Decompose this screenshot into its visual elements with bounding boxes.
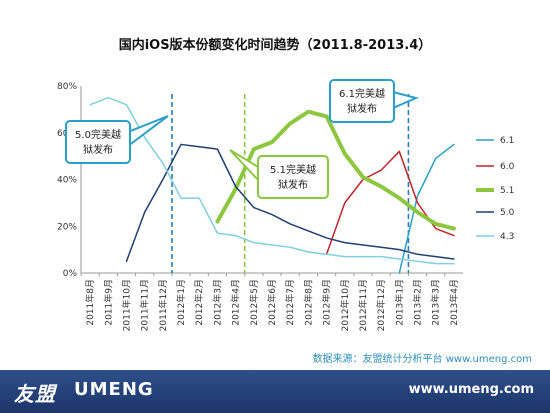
callout-text: 5.0完美越	[75, 128, 121, 141]
x-tick-label: 2012年5月	[248, 279, 260, 326]
x-tick-label: 2013年2月	[412, 279, 424, 326]
y-tick-label: 80%	[57, 82, 77, 92]
x-tick-label: 2011年9月	[102, 279, 114, 326]
x-tick-label: 2011年8月	[84, 279, 96, 326]
umeng-logo-cn: 友盟	[14, 382, 56, 406]
callout-text: 狱发布	[278, 178, 308, 191]
series-line-6-0	[325, 150, 455, 256]
umeng-logo-en: UMENG	[74, 379, 154, 400]
series-line-6-1	[398, 143, 455, 274]
callout-text: 6.1完美越	[339, 87, 385, 100]
data-source: 数据来源：友盟统计分析平台 www.umeng.com	[312, 354, 532, 365]
callout-text: 狱发布	[347, 102, 377, 115]
series-line-4-3	[89, 96, 455, 265]
x-tick-label: 2012年6月	[266, 279, 278, 326]
series-line-5-1	[215, 109, 456, 231]
y-tick-label: 0%	[63, 269, 78, 279]
legend-label-5-1: 5.1	[500, 186, 514, 196]
callout-box	[257, 155, 329, 199]
callout-text: 狱发布	[83, 143, 113, 156]
legend-label-6-0: 6.0	[500, 162, 515, 172]
callout-box	[65, 120, 131, 164]
x-tick-label: 2011年11月	[139, 279, 151, 331]
callout-text: 5.1完美越	[270, 163, 316, 176]
y-tick-label: 20%	[57, 222, 77, 232]
chart-title: 国内iOS版本份额变化时间趋势（2011.8-2013.4）	[118, 38, 432, 53]
x-tick-label: 2012年4月	[230, 279, 242, 326]
x-tick-label: 2012年10月	[339, 279, 351, 331]
x-tick-label: 2013年3月	[430, 279, 442, 326]
callout-tail	[392, 90, 420, 110]
legend-label-4-3: 4.3	[500, 232, 514, 242]
x-tick-label: 2012年8月	[302, 279, 314, 326]
y-tick-label: 40%	[57, 176, 77, 186]
x-tick-label: 2013年4月	[448, 279, 460, 326]
legend-label-6-1: 6.1	[500, 136, 514, 146]
series-line-5-0	[125, 143, 455, 263]
x-tick-label: 2012年9月	[321, 279, 333, 326]
x-tick-label: 2012年11月	[357, 279, 369, 331]
x-tick-label: 2012年2月	[193, 279, 205, 326]
x-tick-label: 2012年7月	[284, 279, 296, 326]
x-tick-label: 2012年1月	[175, 279, 187, 326]
x-tick-label: 2013年1月	[393, 279, 405, 326]
legend-label-5-0: 5.0	[500, 208, 515, 218]
callout-box	[329, 79, 395, 123]
footer-url: www.umeng.com	[408, 382, 534, 397]
footer-bar: 友盟 UMENG www.umeng.com	[0, 370, 550, 413]
x-tick-label: 2011年12月	[157, 279, 169, 331]
line-chart: 0%20%40%60%80%2011年8月2011年9月2011年10月2011…	[57, 79, 515, 331]
x-tick-label: 2011年10月	[120, 279, 132, 331]
x-tick-label: 2012年12月	[375, 279, 387, 331]
x-tick-label: 2012年3月	[211, 279, 223, 326]
